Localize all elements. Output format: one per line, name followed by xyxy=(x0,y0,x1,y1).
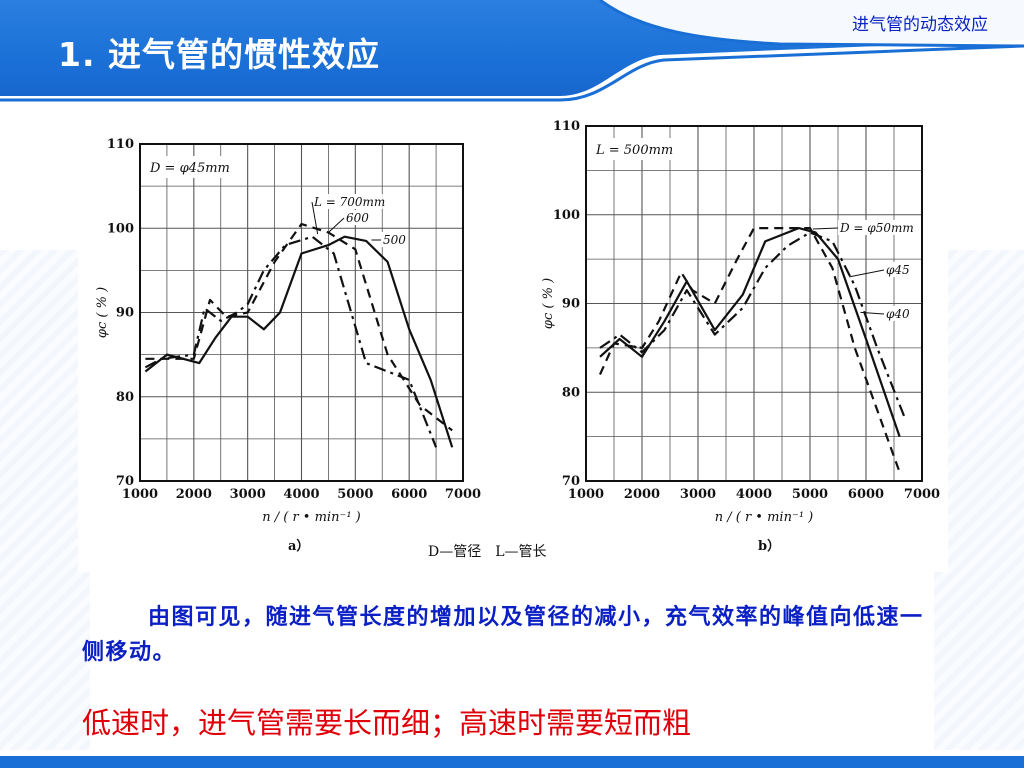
series-line-a-0 xyxy=(144,235,438,448)
explanation-paragraph: 由图可见，随进气管长度的增加以及管径的减小，充气效率的峰值向低速一侧移动。 xyxy=(82,605,924,665)
x-tick-label: 5000 xyxy=(337,487,373,502)
y-axis-label: φc ( % ) xyxy=(541,278,556,329)
figure-legend: D—管径 L—管长 xyxy=(428,544,547,560)
x-axis-label: n / ( r • min⁻¹ ) xyxy=(715,510,814,525)
background-texture-right xyxy=(934,250,1024,750)
y-tick-label: 110 xyxy=(553,119,580,134)
plot-frame xyxy=(139,143,464,482)
series-line-a-2 xyxy=(144,235,454,448)
condition-label-bg xyxy=(146,156,238,178)
y-tick-label: 80 xyxy=(116,390,134,405)
x-tick-label: 6000 xyxy=(848,487,884,502)
conclusion-text: 低速时，进气管需要长而细；高速时需要短而粗 xyxy=(82,706,692,740)
x-tick-label: 1000 xyxy=(568,487,604,502)
series-label: 500 xyxy=(383,233,406,247)
series-label: L = 700mm xyxy=(313,195,385,209)
y-axis-label: φc ( % ) xyxy=(95,287,110,338)
x-tick-label: 4000 xyxy=(736,487,772,502)
chart-a: 1000 2000 3000 4000 5000 6000 7000 70 80 90 100 110… xyxy=(95,137,481,554)
series-label: D = φ50mm xyxy=(839,221,914,235)
x-tick-label: 5000 xyxy=(792,487,828,502)
series-line-b-0 xyxy=(598,226,901,473)
x-tick-label: 7000 xyxy=(904,487,940,502)
x-tick-label: 1000 xyxy=(122,487,158,502)
footer-bar xyxy=(0,756,1024,768)
y-tick-label: 90 xyxy=(562,297,580,312)
y-tick-label: 110 xyxy=(107,137,134,152)
series-label: φ45 xyxy=(886,263,910,277)
series-line-b-2 xyxy=(599,231,907,420)
series-label-bg xyxy=(344,210,371,225)
condition-label-bg xyxy=(592,138,684,160)
panel-label: a） xyxy=(288,538,309,554)
condition-label: D = φ45mm xyxy=(149,161,230,176)
charts-figure: 1000 2000 3000 4000 5000 6000 7000 70 80 90 100 110… xyxy=(95,119,940,560)
panel-label: b） xyxy=(758,538,780,554)
series-label-bg xyxy=(884,306,911,321)
x-tick-label: 6000 xyxy=(391,487,427,502)
series-label-leader xyxy=(849,269,885,278)
x-tick-label: 2000 xyxy=(176,487,212,502)
plot-frame xyxy=(585,125,923,482)
series-line-a-1 xyxy=(145,222,453,432)
figure-panel: 1000 2000 3000 4000 5000 6000 7000 70 80 90 100 110… xyxy=(78,108,948,572)
y-tick-label: 100 xyxy=(553,208,580,223)
series-label-leader xyxy=(860,311,885,315)
x-tick-label: 3000 xyxy=(680,487,716,502)
series-label-leader xyxy=(812,227,839,230)
series-label: 600 xyxy=(346,211,369,225)
series-label-bg xyxy=(838,220,909,235)
y-tick-label: 100 xyxy=(107,221,134,236)
x-tick-label: 7000 xyxy=(445,487,481,502)
series-label: φ40 xyxy=(886,307,910,321)
x-tick-label: 4000 xyxy=(283,487,319,502)
y-tick-label: 70 xyxy=(562,474,580,489)
series-label-leader xyxy=(311,201,319,235)
y-tick-label: 70 xyxy=(116,474,134,489)
series-line-b-1 xyxy=(599,226,901,437)
series-label-bg xyxy=(312,194,383,209)
condition-label: L = 500mm xyxy=(595,143,673,158)
series-label-leader xyxy=(328,217,345,233)
y-tick-label: 80 xyxy=(562,385,580,400)
slide-title: 1. 进气管的惯性效应 xyxy=(58,35,380,74)
header-band xyxy=(0,0,1024,110)
header-decoration xyxy=(0,0,1024,110)
y-tick-label: 90 xyxy=(116,306,134,321)
x-axis-label: n / ( r • min⁻¹ ) xyxy=(262,510,361,525)
section-label: 进气管的动态效应 xyxy=(852,15,988,35)
x-tick-label: 3000 xyxy=(230,487,266,502)
x-tick-label: 2000 xyxy=(624,487,660,502)
background-texture-left xyxy=(0,250,90,750)
series-label-bg xyxy=(381,232,408,247)
series-label-bg xyxy=(884,262,911,277)
chart-b: 1000 2000 3000 4000 5000 6000 7000 70 80 90 100 110… xyxy=(541,119,940,554)
